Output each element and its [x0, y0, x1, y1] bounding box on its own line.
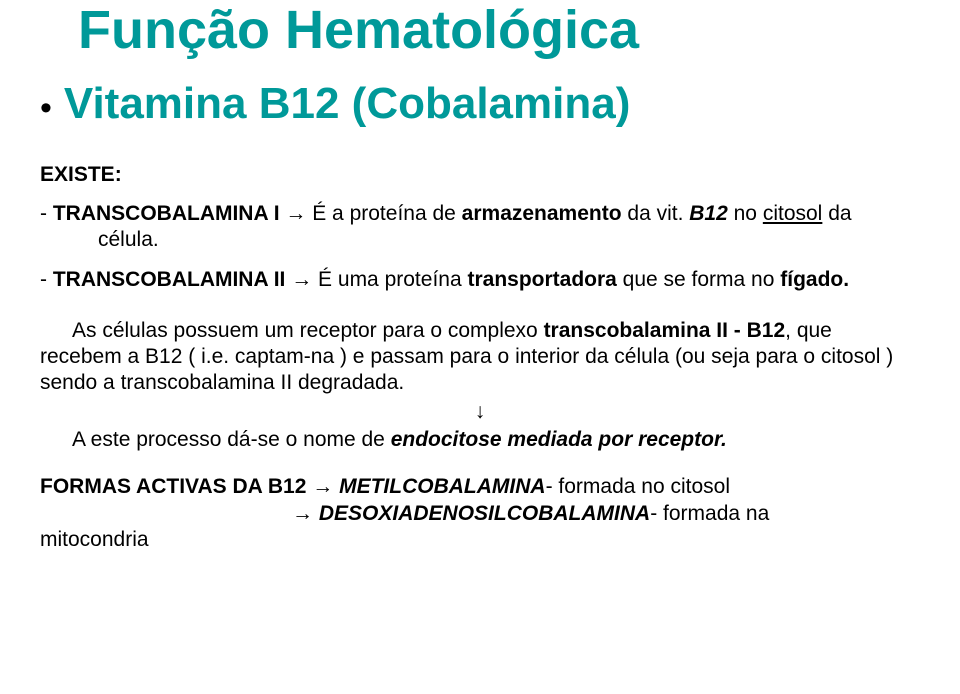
- arrow-icon: →: [292, 502, 319, 525]
- forms-label: FORMAS ACTIVAS DA B12: [40, 475, 306, 498]
- dash: -: [40, 202, 53, 225]
- forms-line3: mitocondria: [40, 527, 920, 553]
- text: As células possuem um receptor para o co…: [72, 319, 544, 342]
- slide-page: Função Hematológica • Vitamina B12 (Coba…: [0, 0, 960, 694]
- forms-line1: FORMAS ACTIVAS DA B12 → METILCOBALAMINA-…: [40, 474, 920, 500]
- endocitose-term: endocitose mediada por receptor.: [391, 428, 727, 451]
- text: A este processo dá-se o nome de: [72, 428, 391, 451]
- liver-word: fígado.: [780, 268, 849, 291]
- dash: -: [40, 268, 53, 291]
- text: da: [822, 202, 851, 225]
- metil-name: METILCOBALAMINA: [339, 475, 545, 498]
- para3-line3: sendo a transcobalamina II degradada.: [40, 370, 920, 396]
- tc2-name: TRANSCOBALAMINA II: [53, 268, 286, 291]
- subtitle-row: • Vitamina B12 (Cobalamina): [40, 81, 920, 127]
- text: - formada no citosol: [546, 475, 730, 498]
- para-receptor: As células possuem um receptor para o co…: [40, 318, 920, 397]
- section-label: EXISTE:: [40, 163, 920, 187]
- text: que se forma no: [617, 268, 780, 291]
- text: da vit.: [622, 202, 690, 225]
- tc1-name: TRANSCOBALAMINA I: [53, 202, 280, 225]
- para3-line2: recebem a B12 ( i.e. captam-na ) e passa…: [40, 344, 920, 370]
- para3-line1: As células possuem um receptor para o co…: [40, 318, 920, 344]
- text: É a proteína de: [312, 202, 461, 225]
- para-transcobalamina-i: - TRANSCOBALAMINA I → É a proteína de ar…: [40, 201, 920, 254]
- bullet-icon: •: [40, 91, 52, 125]
- storage-word: armazenamento: [462, 202, 622, 225]
- text: - formada na: [650, 502, 769, 525]
- transport-word: transportadora: [467, 268, 616, 291]
- para1-line2: célula.: [40, 227, 920, 253]
- forms-line2: → DESOXIADENOSILCOBALAMINA- formada na: [40, 501, 920, 527]
- complex-name: transcobalamina II - B12: [544, 319, 786, 342]
- down-arrow-icon: ↓: [40, 400, 920, 424]
- arrow-icon: →: [285, 268, 318, 291]
- para-formas-activas: FORMAS ACTIVAS DA B12 → METILCOBALAMINA-…: [40, 474, 920, 553]
- desoxi-name: DESOXIADENOSILCOBALAMINA: [319, 502, 650, 525]
- page-title: Função Hematológica: [40, 0, 920, 59]
- para-endocitose: A este processo dá-se o nome de endocito…: [40, 428, 920, 452]
- text: , que: [785, 319, 832, 342]
- citosol-word: citosol: [763, 202, 823, 225]
- vit-b12: B12: [689, 202, 728, 225]
- arrow-icon: →: [280, 202, 313, 225]
- page-subtitle: Vitamina B12 (Cobalamina): [64, 81, 630, 127]
- arrow-icon: →: [306, 475, 339, 498]
- para-transcobalamina-ii: - TRANSCOBALAMINA II → É uma proteína tr…: [40, 267, 920, 293]
- text: É uma proteína: [318, 268, 467, 291]
- text: no: [728, 202, 763, 225]
